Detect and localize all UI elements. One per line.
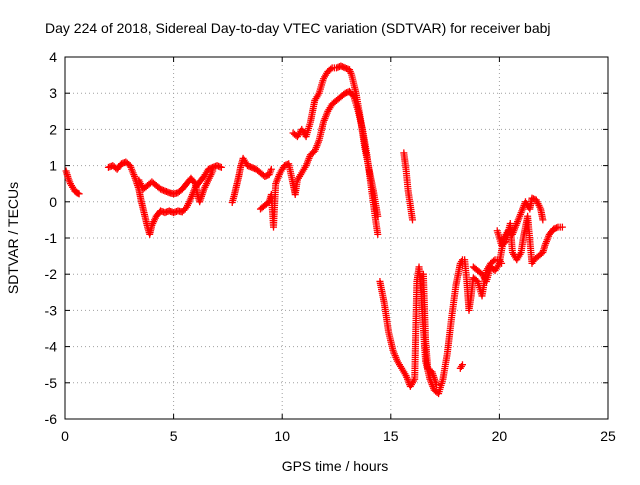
y-tick-label: 2 [49,121,57,137]
data-point [75,190,83,198]
x-tick-label: 25 [600,428,616,444]
x-tick-label: 10 [274,428,290,444]
data-point [327,65,335,73]
grid-layer [65,57,608,419]
x-tick-label: 0 [61,428,69,444]
y-tick-label: 3 [49,85,57,101]
y-tick-label: 0 [49,194,57,210]
data-point [374,212,382,220]
y-axis-label: SDTVAR / TECUs [5,182,21,294]
y-tick-label: -6 [45,411,58,427]
y-tick-label: -2 [45,266,58,282]
x-tick-label: 20 [492,428,508,444]
data-point [409,216,417,224]
y-tick-label: -3 [45,302,58,318]
data-point [267,165,275,173]
data-point [374,230,382,238]
plot-frame [64,56,609,420]
y-tick-label: 4 [49,49,57,65]
y-tick-label: -1 [45,230,58,246]
chart-title: Day 224 of 2018, Sidereal Day-to-day VTE… [45,20,551,36]
data-point [209,167,217,175]
data-point [190,178,198,186]
data-point [458,361,466,369]
y-tick-label: -5 [45,375,58,391]
data-point [539,216,547,224]
data-point [432,381,440,389]
data-point [558,223,566,231]
data-marks [62,62,566,398]
y-tick-label: -4 [45,339,58,355]
x-tick-label: 15 [383,428,399,444]
data-point [217,163,225,171]
x-tick-label: 5 [170,428,178,444]
data-point [490,257,498,265]
x-axis-label: GPS time / hours [282,458,389,474]
y-tick-label: 1 [49,158,57,174]
